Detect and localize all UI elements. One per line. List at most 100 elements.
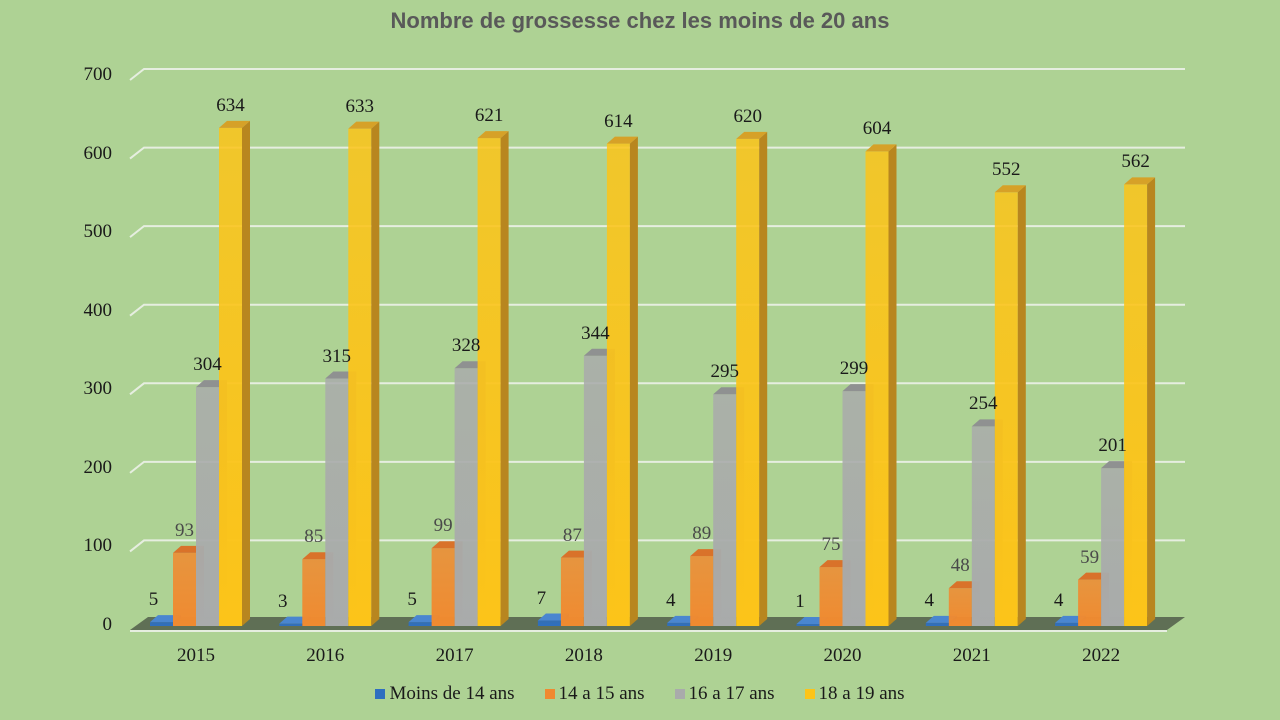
- y-tick-label: 600: [83, 142, 113, 164]
- bar: [1055, 622, 1079, 626]
- bar-side: [1147, 177, 1156, 626]
- bar: [971, 426, 995, 626]
- legend-label: Moins de 14 ans: [389, 683, 515, 704]
- bar-side: [371, 121, 380, 627]
- data-label: 7: [536, 587, 547, 609]
- legend-swatch-icon: [375, 689, 386, 699]
- bar: [994, 192, 1018, 627]
- bar-side: [629, 136, 638, 627]
- gridline: [129, 68, 1185, 81]
- legend-label: 14 a 15 ans: [558, 683, 645, 704]
- data-label: 552: [992, 159, 1021, 181]
- bar: [736, 138, 760, 626]
- data-label: 344: [581, 322, 610, 344]
- data-label: 634: [216, 94, 245, 116]
- bar: [477, 138, 501, 627]
- data-label: 604: [862, 118, 892, 140]
- legend-swatch-icon: [674, 689, 685, 699]
- y-tick-label: 300: [83, 378, 113, 400]
- x-tick-label: 2018: [564, 645, 603, 666]
- data-label: 75: [821, 534, 841, 556]
- data-label: 59: [1080, 546, 1100, 568]
- bar: [925, 622, 949, 626]
- bar-side: [759, 131, 768, 626]
- data-label: 299: [839, 358, 869, 380]
- y-tick-label: 400: [83, 299, 113, 321]
- data-label: 562: [1121, 151, 1150, 173]
- gridline: [129, 146, 1185, 160]
- data-label: 295: [710, 361, 739, 383]
- legend-label: 18 a 19 ans: [818, 683, 905, 704]
- x-tick-label: 2017: [435, 645, 474, 666]
- bar-top: [219, 120, 250, 128]
- bar: [606, 143, 630, 627]
- bar: [431, 548, 455, 626]
- data-label: 315: [322, 345, 352, 367]
- bar: [348, 128, 372, 626]
- bar: [302, 559, 326, 626]
- data-label: 85: [304, 526, 324, 548]
- bar-side: [242, 120, 250, 626]
- x-tick-label: 2019: [694, 645, 733, 666]
- data-label: 99: [433, 515, 453, 537]
- legend-swatch-icon: [544, 689, 555, 699]
- bar: [537, 620, 561, 626]
- y-tick-label: 0: [102, 614, 113, 635]
- bar: [583, 355, 607, 626]
- y-tick-label: 100: [83, 535, 113, 557]
- data-label: 4: [924, 589, 935, 611]
- bar: [948, 588, 972, 626]
- bar-top: [736, 131, 768, 139]
- y-tick-label: 500: [83, 221, 113, 243]
- legend: Moins de 14 ans 14 a 15 ans 16 a 17 ans …: [0, 683, 1280, 705]
- legend-label: 16 a 17 ans: [688, 683, 775, 704]
- bar: [325, 378, 349, 626]
- bar: [1124, 184, 1148, 626]
- gridline: [129, 303, 1185, 317]
- data-label: 254: [969, 393, 998, 415]
- bar-side: [500, 131, 509, 627]
- gridline: [129, 382, 1185, 396]
- bar: [842, 391, 866, 626]
- bar-top: [865, 144, 897, 152]
- data-label: 620: [733, 105, 762, 127]
- data-label: 93: [175, 519, 194, 541]
- x-tick-label: 2015: [177, 645, 215, 666]
- gridline: [129, 225, 1185, 238]
- bar: [219, 127, 242, 626]
- bar: [173, 552, 196, 626]
- data-label: 5: [407, 589, 417, 611]
- legend-item-moins-14: Moins de 14 ans: [375, 683, 515, 705]
- legend-item-16-17: 16 a 17 ans: [674, 683, 775, 705]
- data-label: 4: [665, 589, 676, 611]
- bar-top: [1124, 177, 1156, 185]
- bar: [279, 623, 303, 626]
- y-tick-label: 700: [83, 64, 113, 85]
- data-label: 48: [950, 555, 970, 577]
- x-tick-label: 2021: [952, 645, 991, 666]
- legend-item-18-19: 18 a 19 ans: [804, 683, 905, 705]
- data-label: 3: [278, 590, 288, 612]
- legend-item-14-15: 14 a 15 ans: [544, 683, 645, 705]
- bar-top: [348, 121, 380, 129]
- data-label: 304: [193, 354, 222, 376]
- data-label: 87: [562, 524, 582, 546]
- bar: [560, 557, 584, 626]
- bar: [819, 567, 843, 626]
- gridline: [129, 539, 1185, 553]
- data-label: 328: [451, 335, 481, 357]
- data-label: 5: [148, 589, 159, 611]
- x-tick-label: 2022: [1082, 645, 1121, 666]
- data-label: 201: [1098, 435, 1127, 457]
- bar: [196, 387, 219, 626]
- data-label: 1: [795, 591, 805, 612]
- data-label: 614: [604, 110, 633, 132]
- bar: [667, 622, 691, 626]
- bar: [690, 556, 714, 626]
- y-tick-label: 200: [83, 456, 113, 478]
- bar: [1078, 579, 1102, 626]
- bar: [150, 622, 173, 626]
- data-label: 633: [345, 95, 375, 117]
- bar: [454, 368, 478, 626]
